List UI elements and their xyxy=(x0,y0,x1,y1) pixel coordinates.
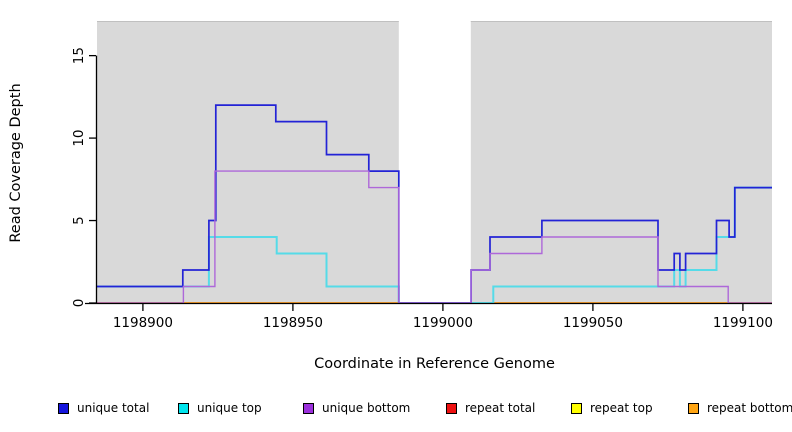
legend-item-repeat-total: repeat total xyxy=(446,400,535,416)
legend: unique total unique top unique bottom repea… xyxy=(0,400,792,420)
legend-swatch-icon xyxy=(58,402,69,414)
legend-swatch-icon xyxy=(688,402,699,414)
legend-item-repeat-bottom: repeat bottom xyxy=(688,400,792,416)
legend-item-unique-total: unique total xyxy=(58,400,149,416)
x-axis-title: Coordinate in Reference Genome xyxy=(314,356,555,372)
legend-swatch-icon xyxy=(446,402,457,414)
legend-label: repeat total xyxy=(465,401,536,415)
legend-item-repeat-top: repeat top xyxy=(571,400,653,416)
series-line-unique-bottom xyxy=(97,170,772,304)
legend-label: repeat bottom xyxy=(707,401,792,415)
y-tick-label: 15 xyxy=(71,47,87,64)
x-tick-label: 1198900 xyxy=(113,315,173,331)
y-axis-title: Read Coverage Depth xyxy=(8,83,24,243)
x-tick-label: 1199000 xyxy=(413,315,473,331)
legend-swatch-icon xyxy=(303,402,314,414)
y-tick-label: 10 xyxy=(71,129,87,146)
legend-label: repeat top xyxy=(590,401,653,415)
y-tick-label: 5 xyxy=(71,216,87,225)
y-tick-label: 0 xyxy=(71,299,87,308)
x-tick-label: 1199050 xyxy=(563,315,623,331)
x-tick-label: 1199100 xyxy=(713,315,773,331)
legend-label: unique total xyxy=(77,401,150,415)
x-tick-label: 1198950 xyxy=(263,315,323,331)
legend-item-unique-bottom: unique bottom xyxy=(303,400,410,416)
shaded-region-0 xyxy=(97,21,399,303)
legend-item-unique-top: unique top xyxy=(178,400,262,416)
legend-label: unique bottom xyxy=(322,401,411,415)
shaded-region-1 xyxy=(470,21,772,303)
legend-swatch-icon xyxy=(178,402,189,414)
legend-label: unique top xyxy=(197,401,262,415)
legend-swatch-icon xyxy=(571,402,582,414)
